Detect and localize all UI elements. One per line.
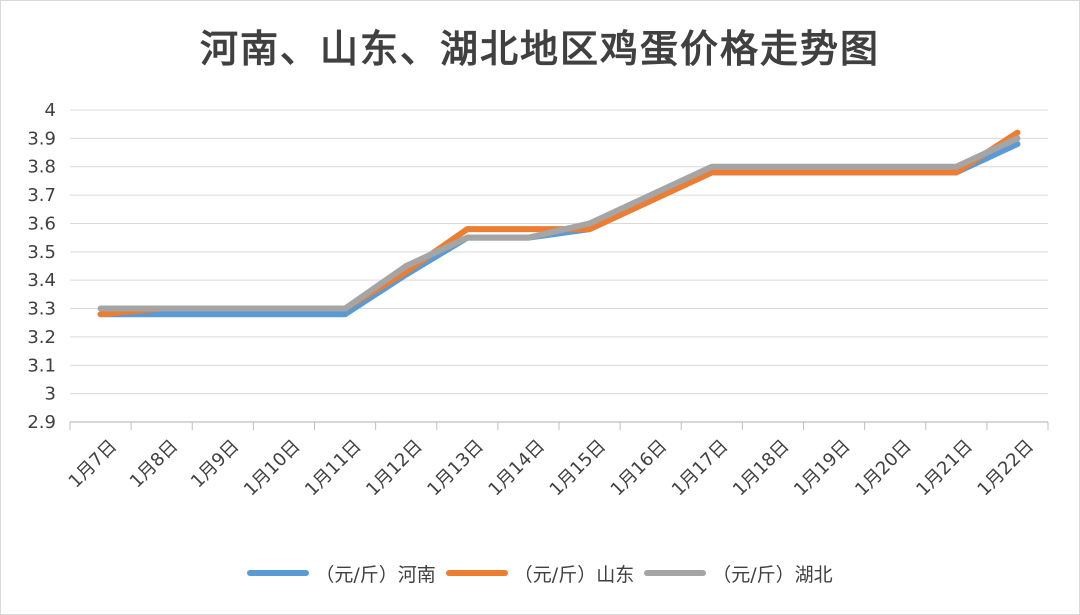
- y-tick-label: 3.2: [27, 327, 56, 348]
- x-tick-label: 1月9日: [187, 436, 244, 493]
- legend-swatch: [644, 570, 707, 576]
- y-axis: 4 3.9 3.8 3.7 3.6 3.5 3.4 3.3 3.2 3.1 3 2.9: [27, 100, 56, 433]
- legend-item-1: （元/斤）山东: [445, 560, 635, 587]
- x-tick-label: 1月11日: [301, 436, 366, 501]
- x-tick-label: 1月13日: [423, 436, 488, 501]
- y-tick-label: 3.4: [27, 270, 56, 291]
- legend-label: （元/斤）山东: [513, 563, 635, 586]
- x-tick-label: 1月12日: [362, 436, 427, 501]
- y-tick-label: 2.9: [27, 412, 56, 433]
- x-tick-label: 1月19日: [790, 436, 855, 501]
- series-line-2: [97, 135, 1021, 312]
- legend-label: （元/斤）湖北: [712, 563, 833, 586]
- series-lines: [97, 129, 1021, 318]
- y-tick-label: 3.6: [27, 213, 56, 234]
- legend-swatch: [445, 570, 508, 576]
- legend-swatch: [247, 570, 310, 576]
- y-tick-label: 3.1: [27, 355, 56, 376]
- y-tick-label: 4: [45, 100, 56, 121]
- x-tick-label: 1月18日: [729, 436, 794, 501]
- x-tick-label: 1月7日: [65, 436, 122, 493]
- y-tick-label: 3.5: [27, 242, 56, 263]
- x-tick-label: 1月8日: [126, 436, 183, 493]
- y-tick-label: 3.8: [27, 157, 56, 178]
- legend: （元/斤）河南 （元/斤）山东 （元/斤）湖北: [0, 558, 1080, 588]
- x-tick-label: 1月20日: [851, 436, 916, 501]
- y-tick-label: 3.9: [27, 128, 56, 149]
- chart-title: 河南、山东、湖北地区鸡蛋价格走势图: [199, 26, 880, 71]
- x-tick-label: 1月22日: [973, 436, 1038, 501]
- x-tick-label: 1月17日: [668, 436, 733, 501]
- y-tick-label: 3.3: [27, 299, 56, 320]
- legend-label: （元/斤）河南: [315, 563, 436, 586]
- x-axis: 1月7日 1月8日 1月9日1月10日1月11日1月12日1月13日1月14日1月1…: [65, 421, 1049, 501]
- legend-item-0: （元/斤）河南: [247, 560, 436, 587]
- x-tick-label: 1月10日: [240, 436, 305, 501]
- x-tick-label: 1月21日: [912, 436, 977, 501]
- y-tick-label: 3.7: [27, 185, 56, 206]
- x-tick-label: 1月16日: [607, 436, 672, 501]
- x-tick-label: 1月14日: [484, 436, 549, 501]
- gridlines: [70, 109, 1048, 395]
- legend-item-2: （元/斤）湖北: [644, 560, 833, 587]
- y-tick-label: 3: [45, 384, 56, 405]
- x-tick-label: 1月15日: [546, 436, 611, 501]
